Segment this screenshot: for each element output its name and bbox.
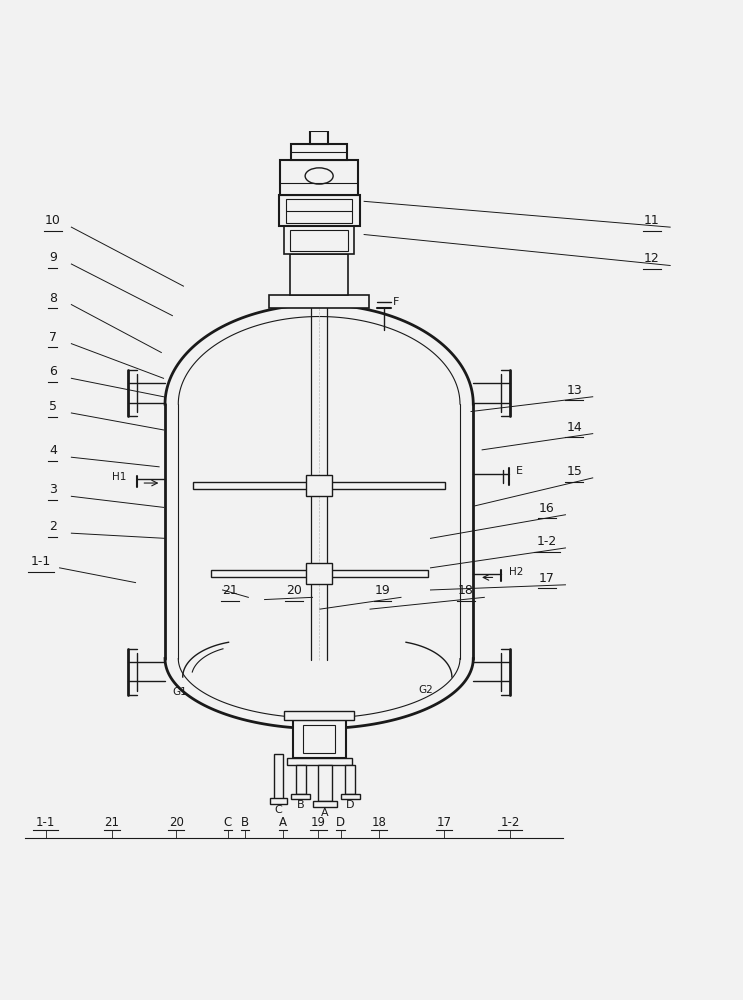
Bar <box>193 482 311 489</box>
Text: 6: 6 <box>49 365 57 378</box>
Bar <box>284 226 354 254</box>
Bar <box>291 254 348 295</box>
Text: G1: G1 <box>172 687 187 697</box>
Text: 19: 19 <box>374 584 390 597</box>
Bar <box>211 570 311 577</box>
Bar <box>280 160 358 195</box>
Text: B: B <box>297 800 305 810</box>
Bar <box>284 711 354 720</box>
Bar <box>296 765 306 794</box>
Bar <box>293 720 345 758</box>
Text: 1-2: 1-2 <box>501 816 520 829</box>
Text: 9: 9 <box>49 251 57 264</box>
Text: 20: 20 <box>169 816 184 829</box>
Text: C: C <box>275 805 282 815</box>
Text: 16: 16 <box>539 502 555 515</box>
Bar <box>318 765 332 801</box>
Bar <box>313 122 325 131</box>
Text: 19: 19 <box>311 816 326 829</box>
Text: 2: 2 <box>49 520 57 533</box>
Text: 1-1: 1-1 <box>31 555 51 568</box>
Text: 11: 11 <box>644 214 660 227</box>
Text: D: D <box>345 800 354 810</box>
Text: 10: 10 <box>45 214 61 227</box>
Bar <box>291 144 347 160</box>
Text: H1: H1 <box>112 472 126 482</box>
Text: A: A <box>279 816 287 829</box>
Text: 21: 21 <box>105 816 120 829</box>
Text: 12: 12 <box>644 252 660 265</box>
Text: 15: 15 <box>566 465 583 478</box>
Text: 13: 13 <box>566 384 583 397</box>
Bar <box>314 801 337 807</box>
Bar <box>306 475 332 496</box>
Text: 1-1: 1-1 <box>36 816 55 829</box>
Bar <box>290 230 348 251</box>
Text: B: B <box>241 816 249 829</box>
Bar <box>327 482 445 489</box>
Bar <box>345 765 355 794</box>
Bar <box>270 798 288 804</box>
Bar <box>286 199 352 223</box>
Text: F: F <box>393 297 399 307</box>
Text: H2: H2 <box>509 567 523 577</box>
Text: 4: 4 <box>49 444 57 457</box>
Text: A: A <box>321 808 329 818</box>
Text: 8: 8 <box>49 292 57 305</box>
Bar <box>306 563 332 584</box>
Bar <box>340 794 360 799</box>
Bar <box>310 131 328 144</box>
Text: C: C <box>224 816 232 829</box>
Text: 20: 20 <box>286 584 302 597</box>
Text: 17: 17 <box>436 816 451 829</box>
Text: 7: 7 <box>49 331 57 344</box>
Bar <box>291 794 311 799</box>
Bar <box>327 570 427 577</box>
Text: 21: 21 <box>222 584 238 597</box>
Text: 17: 17 <box>539 572 555 585</box>
Bar <box>303 725 335 753</box>
Bar <box>287 758 351 765</box>
Text: 14: 14 <box>566 421 583 434</box>
Text: 18: 18 <box>372 816 386 829</box>
Text: E: E <box>516 466 523 476</box>
Bar <box>273 754 283 799</box>
Text: 1-2: 1-2 <box>537 535 557 548</box>
Text: 18: 18 <box>458 584 474 597</box>
Text: G2: G2 <box>419 685 433 695</box>
Bar <box>270 295 369 308</box>
Text: 3: 3 <box>49 483 57 496</box>
Text: D: D <box>336 816 345 829</box>
Bar <box>279 195 360 226</box>
Text: 5: 5 <box>49 400 57 413</box>
